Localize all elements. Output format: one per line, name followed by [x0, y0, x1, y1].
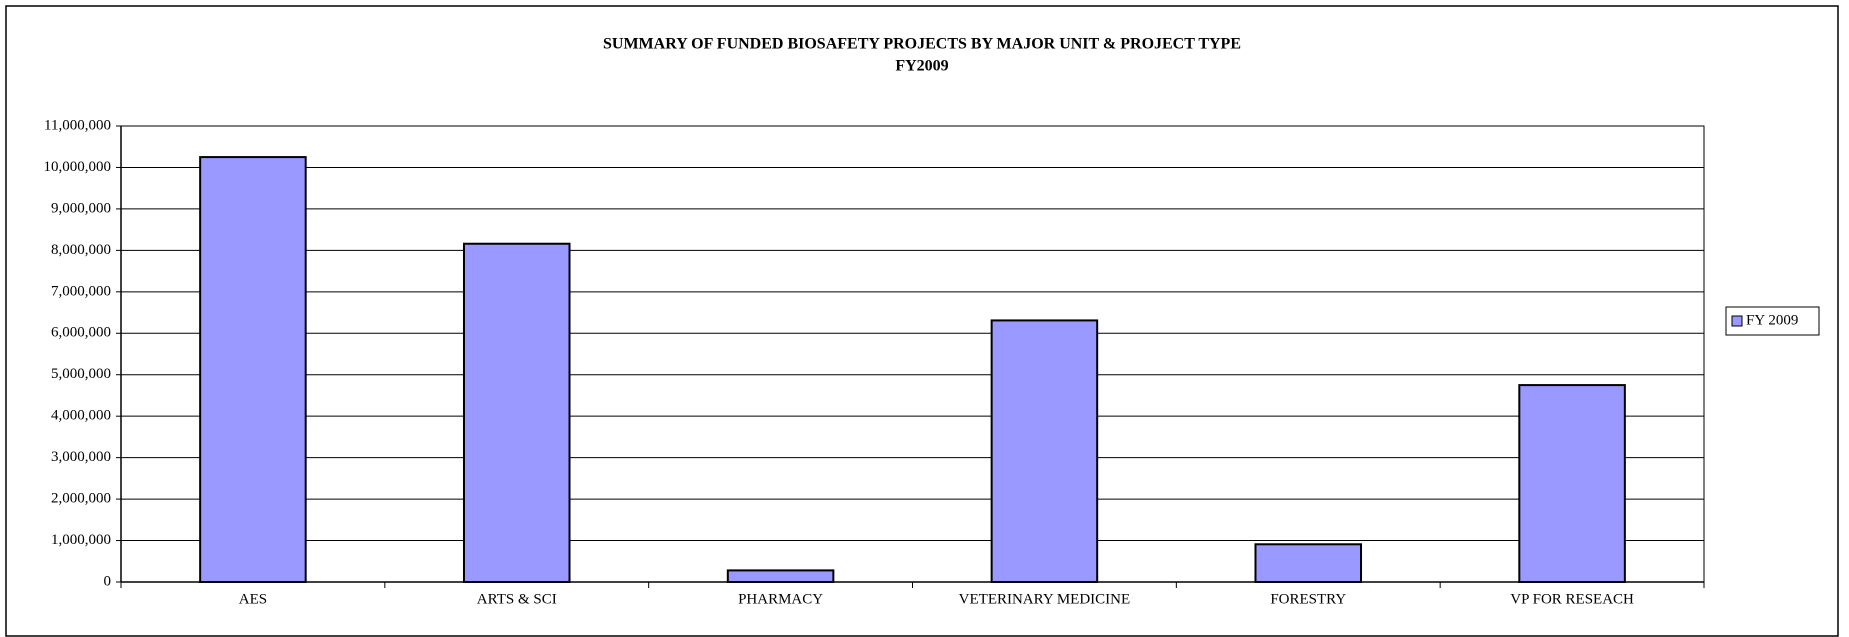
- chart-title: SUMMARY OF FUNDED BIOSAFETY PROJECTS BY …: [603, 36, 1241, 53]
- y-tick-label: 11,000,000: [44, 117, 111, 133]
- x-tick-label: AES: [239, 591, 267, 607]
- bar: [1518, 384, 1626, 583]
- y-tick-label: 8,000,000: [51, 242, 111, 258]
- y-tick-label: 3,000,000: [51, 449, 111, 465]
- y-tick-label: 2,000,000: [51, 491, 111, 507]
- x-tick-label: VETERINARY MEDICINE: [959, 591, 1131, 607]
- y-tick-label: 1,000,000: [51, 532, 111, 548]
- bar: [726, 569, 835, 583]
- y-tick-label: 4,000,000: [51, 408, 111, 424]
- chart-subtitle: FY2009: [895, 58, 948, 75]
- legend-label: FY 2009: [1746, 312, 1798, 328]
- x-tick-label: PHARMACY: [738, 591, 823, 607]
- bar: [462, 242, 571, 584]
- y-tick-label: 10,000,000: [44, 159, 112, 175]
- x-tick-label: ARTS & SCI: [477, 591, 557, 607]
- y-tick-label: 9,000,000: [51, 200, 111, 216]
- legend-swatch: [1731, 315, 1743, 327]
- bar: [199, 156, 307, 583]
- bar: [990, 319, 1099, 583]
- bar: [1254, 543, 1363, 584]
- y-tick-label: 6,000,000: [51, 325, 111, 341]
- x-tick-label: VP FOR RESEACH: [1510, 591, 1634, 607]
- x-tick-label: FORESTRY: [1270, 591, 1346, 607]
- plot-area: [120, 125, 1705, 583]
- y-tick-label: 0: [104, 573, 112, 589]
- y-tick-label: 5,000,000: [51, 366, 111, 382]
- y-tick-label: 7,000,000: [51, 283, 111, 299]
